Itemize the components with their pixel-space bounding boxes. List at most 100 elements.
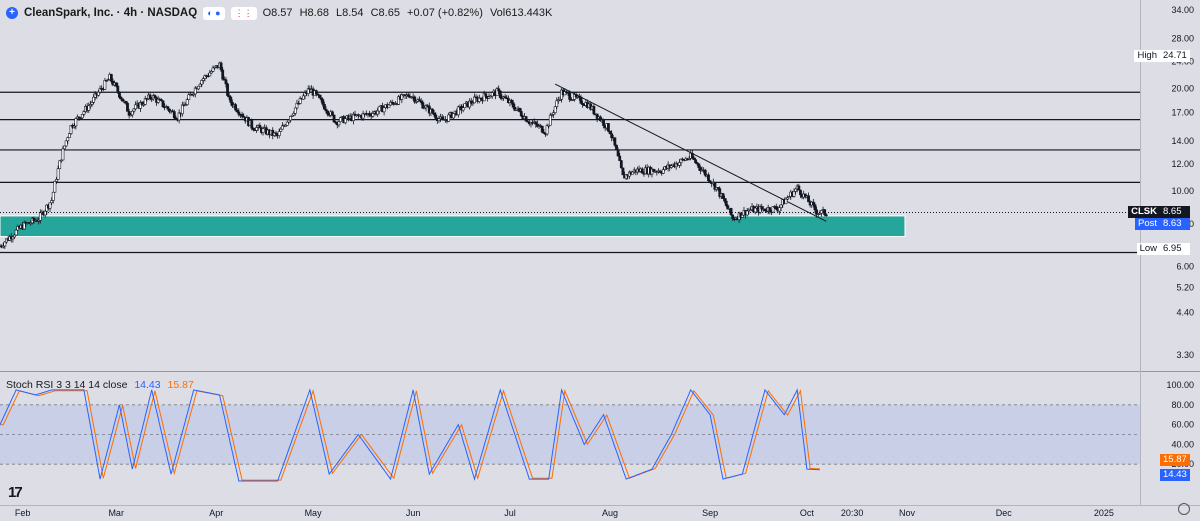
candle-body [547, 124, 551, 127]
price-tick-label: 34.00 [1171, 5, 1194, 15]
candle-body [166, 106, 170, 110]
candle-body [51, 191, 55, 201]
candle-body [153, 95, 157, 99]
candle-body [303, 92, 307, 97]
candle-body [322, 103, 326, 110]
stoch-d-tag: 15.87 [1160, 454, 1190, 467]
price-tick-label: 4.40 [1176, 307, 1194, 317]
candle-body [106, 79, 110, 81]
price-tick-label: 17.00 [1171, 108, 1194, 118]
candle-body [321, 99, 325, 105]
candle-body [53, 181, 57, 193]
candle-body [571, 99, 575, 101]
candle-body [132, 108, 136, 112]
candle-body [477, 97, 481, 102]
candle-body [463, 103, 467, 109]
candle-body [581, 103, 584, 105]
time-tick-label: Apr [209, 508, 223, 518]
candle-body [72, 125, 76, 128]
candle-body [414, 101, 418, 103]
candle-body [277, 131, 281, 136]
stoch-tick-label: 100.00 [1166, 380, 1194, 390]
candle-body [38, 212, 42, 221]
candle-body [550, 114, 554, 116]
candle-body [159, 99, 163, 102]
candle-body [803, 193, 807, 198]
candle-body [724, 200, 728, 206]
company-logo-icon: + [6, 7, 18, 19]
candle-body [713, 181, 717, 190]
candle-body [197, 85, 200, 90]
support-zone[interactable] [0, 215, 906, 238]
indicator-name[interactable]: Stoch RSI 3 3 14 14 close [6, 379, 128, 391]
candle-body [707, 174, 710, 181]
candle-body [134, 104, 137, 110]
candle-body [292, 113, 296, 116]
candle-body [187, 94, 191, 100]
candle-body [552, 112, 555, 115]
symbol-legend: + CleanSpark, Inc. · 4h · NASDAQ ◐ ● ⋮⋮ … [6, 5, 556, 21]
candle-body [661, 169, 665, 174]
candle-body [731, 214, 735, 219]
candle-body [318, 94, 321, 99]
candle-body [487, 96, 491, 99]
candle-body [289, 116, 292, 121]
candle-body [718, 188, 722, 197]
symbol-title[interactable]: CleanSpark, Inc. · 4h · NASDAQ [24, 7, 198, 19]
candle-body [799, 189, 802, 196]
stoch-guides [0, 404, 1140, 465]
candle-body [116, 85, 120, 93]
candle-body [118, 91, 121, 98]
candle-body [558, 99, 562, 101]
candle-body [787, 196, 791, 199]
time-tick-label: May [305, 508, 323, 518]
stoch-tick-label: 80.00 [1171, 400, 1194, 410]
candle-body [818, 212, 822, 215]
candle-body [473, 96, 476, 104]
candle-body [143, 98, 147, 105]
candle-body [287, 119, 291, 123]
market-status-icon[interactable]: ◐ ● [203, 6, 225, 20]
candle-body [376, 110, 380, 115]
time-axis[interactable]: Feb Mar Apr May Jun Jul Aug Sep Oct 20:30 Nov Dec 20… [15, 508, 1114, 518]
candle-body [221, 69, 225, 80]
horizontal-levels[interactable] [0, 91, 1140, 254]
candle-body [234, 104, 238, 111]
candle-body [326, 110, 330, 115]
low-tag-value: 6.95 [1160, 242, 1190, 255]
candle-body [13, 234, 16, 238]
candle-body [32, 217, 36, 222]
candle-body [498, 90, 502, 98]
candle-body [3, 241, 7, 247]
candle-body [50, 200, 54, 204]
candle-body [619, 160, 623, 169]
time-tick-label: Aug [602, 508, 618, 518]
candle-body [200, 80, 204, 85]
candle-body [211, 67, 215, 72]
tradingview-logo-icon[interactable]: 17 [8, 484, 23, 501]
candle-body [431, 108, 434, 114]
candle-body [618, 155, 622, 161]
candle-body [413, 96, 417, 103]
candle-body [694, 159, 697, 163]
candle-body [774, 206, 778, 210]
indicator-legend[interactable]: Stoch RSI 3 3 14 14 close 14.43 15.87 [6, 379, 194, 391]
candle-body [566, 91, 570, 94]
candle-body [824, 214, 828, 217]
price-tick-label: 14.00 [1171, 136, 1194, 146]
candle-body [284, 124, 288, 127]
volume-value: Vol613.443K [489, 7, 553, 19]
candle-body [156, 98, 160, 103]
candle-body [226, 83, 229, 96]
candle-body [203, 75, 207, 79]
candle-body [258, 125, 262, 129]
candles[interactable] [0, 61, 828, 249]
price-tick-label: 3.30 [1176, 350, 1194, 360]
candle-body [177, 112, 181, 121]
candle-body [568, 93, 572, 100]
settings-icon[interactable] [1178, 503, 1190, 515]
candle-body [63, 145, 66, 150]
flag-icon[interactable]: ⋮⋮ [230, 6, 257, 20]
